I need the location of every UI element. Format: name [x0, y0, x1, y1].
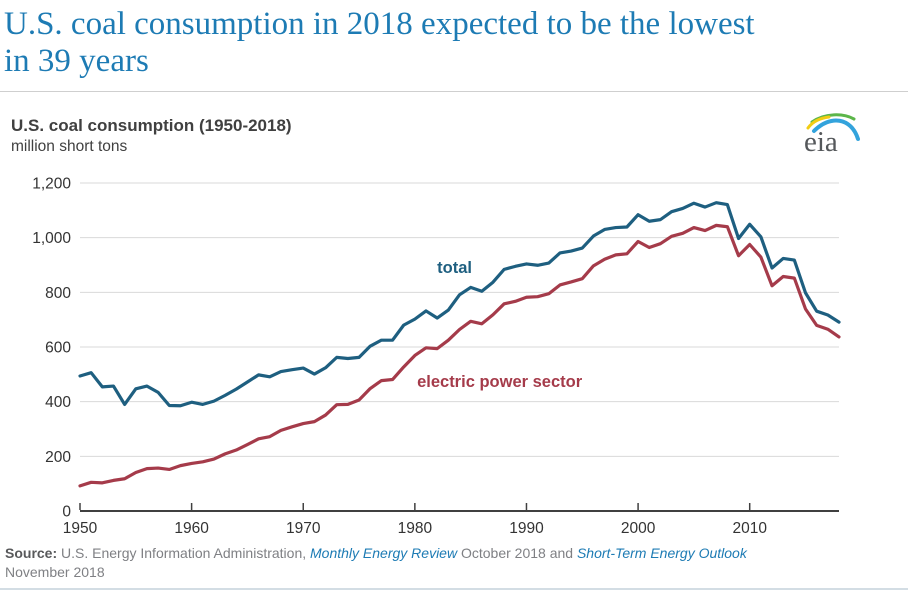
eia-logo-yellow-arc — [806, 115, 831, 130]
headline-line2: in 39 years — [4, 43, 149, 79]
y-tick-label: 0 — [62, 504, 71, 521]
link-short-term-energy-outlook[interactable]: Short-Term Energy Outlook — [576, 545, 747, 561]
bottom-divider — [0, 588, 908, 590]
link-monthly-energy-review[interactable]: Monthly Energy Review — [310, 545, 458, 561]
eia-logo-blue-arc — [812, 118, 860, 141]
y-tick-label: 1,000 — [32, 230, 71, 247]
x-tick-label: 2000 — [621, 520, 656, 537]
series-label-electric-power-sector: electric power sector — [417, 373, 583, 391]
x-tick-label: 1980 — [398, 520, 433, 537]
x-tick-label: 1970 — [286, 520, 321, 537]
line-chart: 0 200 400 600 800 1,000 1,200 1950 1960 1970 1980 1… — [32, 176, 841, 537]
y-tick-label: 200 — [45, 449, 71, 466]
series-label-total: total — [437, 259, 472, 277]
chart-title: U.S. coal consumption (1950-2018) — [11, 116, 292, 135]
headline-divider — [0, 91, 908, 92]
x-tick-label: 1990 — [509, 520, 544, 537]
x-tick-label: 2010 — [732, 520, 767, 537]
source-mid-text: October 2018 and — [457, 545, 577, 561]
y-tick-label: 1,200 — [32, 176, 71, 193]
headline-line1: U.S. coal consumption in 2018 expected t… — [4, 6, 755, 42]
source-line2: November 2018 — [5, 564, 105, 580]
chart-units-label: million short tons — [11, 138, 128, 155]
eia-logo-text: eia — [804, 126, 838, 156]
series-line-electric-power-sector — [78, 223, 841, 488]
x-tick-label: 1950 — [63, 520, 98, 537]
eia-logo: eia — [804, 113, 860, 156]
y-tick-label: 800 — [45, 285, 71, 302]
source-agency-text: U.S. Energy Information Administration, — [57, 545, 311, 561]
source-note: Source: U.S. Energy Information Administ… — [5, 544, 895, 582]
x-tick-label: 1960 — [174, 520, 209, 537]
series-line-total — [78, 201, 841, 408]
source-label: Source: — [5, 545, 58, 561]
y-tick-label: 400 — [45, 394, 71, 411]
y-tick-label: 600 — [45, 340, 71, 357]
headline: U.S. coal consumption in 2018 expected t… — [4, 6, 896, 80]
